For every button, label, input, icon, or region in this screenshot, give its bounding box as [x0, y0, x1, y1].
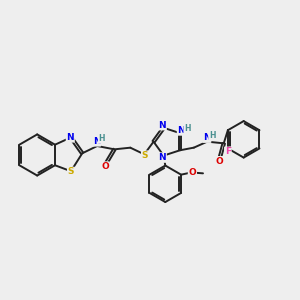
Text: N: N [203, 133, 211, 142]
Text: N: N [67, 133, 74, 142]
Text: N: N [93, 137, 100, 146]
Text: H: H [209, 130, 215, 140]
Text: H: H [184, 124, 190, 133]
Text: N: N [178, 126, 185, 135]
Text: N: N [158, 121, 166, 130]
Text: H: H [98, 134, 105, 143]
Text: S: S [68, 167, 74, 176]
Text: N: N [158, 153, 166, 162]
Text: F: F [225, 147, 231, 156]
Text: O: O [188, 167, 196, 176]
Text: S: S [142, 151, 148, 160]
Text: O: O [101, 162, 109, 171]
Text: O: O [215, 157, 223, 166]
